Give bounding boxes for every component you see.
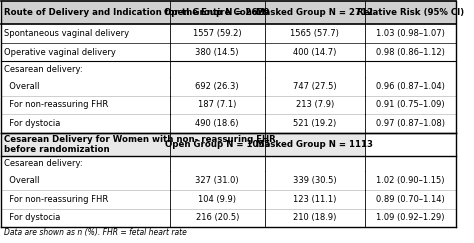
Bar [1, 61, 170, 77]
Text: Open Group N = 2629: Open Group N = 2629 [164, 8, 270, 17]
Text: Cesarean delivery:: Cesarean delivery: [4, 65, 83, 74]
Bar [265, 61, 365, 77]
Bar [365, 156, 456, 171]
Text: 490 (18.6): 490 (18.6) [195, 119, 239, 128]
Bar [365, 190, 456, 208]
Bar [170, 208, 265, 227]
Text: Operative vaginal delivery: Operative vaginal delivery [4, 48, 116, 57]
Text: 380 (14.5): 380 (14.5) [195, 48, 239, 57]
Bar [365, 171, 456, 190]
Bar [170, 156, 265, 171]
Bar [265, 156, 365, 171]
Bar [365, 43, 456, 61]
Bar [365, 24, 456, 43]
Text: Open Group N = 1055: Open Group N = 1055 [164, 140, 270, 149]
Text: Spontaneous vaginal delivery: Spontaneous vaginal delivery [4, 29, 129, 38]
Text: 1557 (59.2): 1557 (59.2) [193, 29, 242, 38]
Bar [365, 133, 456, 156]
Bar [265, 77, 365, 96]
Text: 213 (7.9): 213 (7.9) [296, 100, 334, 109]
Bar [365, 114, 456, 133]
Text: 123 (11.1): 123 (11.1) [293, 195, 337, 204]
Bar [365, 208, 456, 227]
Bar [1, 156, 170, 171]
Bar [170, 1, 265, 24]
Bar [365, 96, 456, 114]
Text: 187 (7.1): 187 (7.1) [198, 100, 237, 109]
Text: 210 (18.9): 210 (18.9) [293, 213, 337, 222]
Bar [1, 43, 170, 61]
Bar [1, 24, 170, 43]
Text: Cesarean delivery:: Cesarean delivery: [4, 159, 83, 168]
Text: 104 (9.9): 104 (9.9) [198, 195, 236, 204]
Bar [265, 96, 365, 114]
Text: 339 (30.5): 339 (30.5) [293, 176, 337, 185]
Text: 1565 (57.7): 1565 (57.7) [291, 29, 339, 38]
Text: Cesarean Delivery for Women with non- reassuring FHR
before randomization: Cesarean Delivery for Women with non- re… [4, 135, 276, 154]
Text: 521 (19.2): 521 (19.2) [293, 119, 337, 128]
Bar [1, 190, 170, 208]
Bar [170, 77, 265, 96]
Bar [265, 171, 365, 190]
Text: Relative Risk (95% CI): Relative Risk (95% CI) [357, 8, 464, 17]
Bar [265, 43, 365, 61]
Bar [365, 61, 456, 77]
Text: 1.02 (0.90–1.15): 1.02 (0.90–1.15) [376, 176, 445, 185]
Text: For non-reassuring FHR: For non-reassuring FHR [4, 100, 109, 109]
Text: 747 (27.5): 747 (27.5) [293, 82, 337, 91]
Text: 1.03 (0.98–1.07): 1.03 (0.98–1.07) [376, 29, 445, 38]
Bar [265, 190, 365, 208]
Bar [1, 133, 170, 156]
Bar [1, 77, 170, 96]
Text: 0.97 (0.87–1.08): 0.97 (0.87–1.08) [376, 119, 445, 128]
Bar [170, 61, 265, 77]
Text: Data are shown as n (%). FHR = fetal heart rate: Data are shown as n (%). FHR = fetal hea… [4, 228, 187, 237]
Bar [170, 171, 265, 190]
Bar [365, 77, 456, 96]
Text: Masked Group N = 1113: Masked Group N = 1113 [256, 140, 374, 149]
Text: For dystocia: For dystocia [4, 213, 61, 222]
Text: 216 (20.5): 216 (20.5) [196, 213, 239, 222]
Text: Masked Group N = 2712: Masked Group N = 2712 [256, 8, 374, 17]
Text: 0.89 (0.70–1.14): 0.89 (0.70–1.14) [376, 195, 445, 204]
Text: For dystocia: For dystocia [4, 119, 61, 128]
Bar [170, 114, 265, 133]
Text: 0.91 (0.75–1.09): 0.91 (0.75–1.09) [376, 100, 445, 109]
Text: 400 (14.7): 400 (14.7) [293, 48, 337, 57]
Text: For non-reassuring FHR: For non-reassuring FHR [4, 195, 109, 204]
Bar [170, 96, 265, 114]
Text: Overall: Overall [4, 82, 40, 91]
Text: 1.09 (0.92–1.29): 1.09 (0.92–1.29) [376, 213, 445, 222]
Text: Route of Delivery and Indication for the Entire Cohort: Route of Delivery and Indication for the… [4, 8, 266, 17]
Text: 692 (26.3): 692 (26.3) [195, 82, 239, 91]
Bar [265, 133, 365, 156]
Bar [1, 96, 170, 114]
Bar [1, 208, 170, 227]
Bar [1, 171, 170, 190]
Text: 327 (31.0): 327 (31.0) [195, 176, 239, 185]
Bar [265, 208, 365, 227]
Bar [170, 133, 265, 156]
Bar [170, 43, 265, 61]
Bar [1, 114, 170, 133]
Bar [265, 114, 365, 133]
Bar [365, 1, 456, 24]
Text: 0.98 (0.86–1.12): 0.98 (0.86–1.12) [376, 48, 445, 57]
Bar [265, 24, 365, 43]
Text: 0.96 (0.87–1.04): 0.96 (0.87–1.04) [376, 82, 445, 91]
Bar [265, 1, 365, 24]
Bar [170, 24, 265, 43]
Bar [1, 1, 170, 24]
Text: Overall: Overall [4, 176, 40, 185]
Bar [170, 190, 265, 208]
